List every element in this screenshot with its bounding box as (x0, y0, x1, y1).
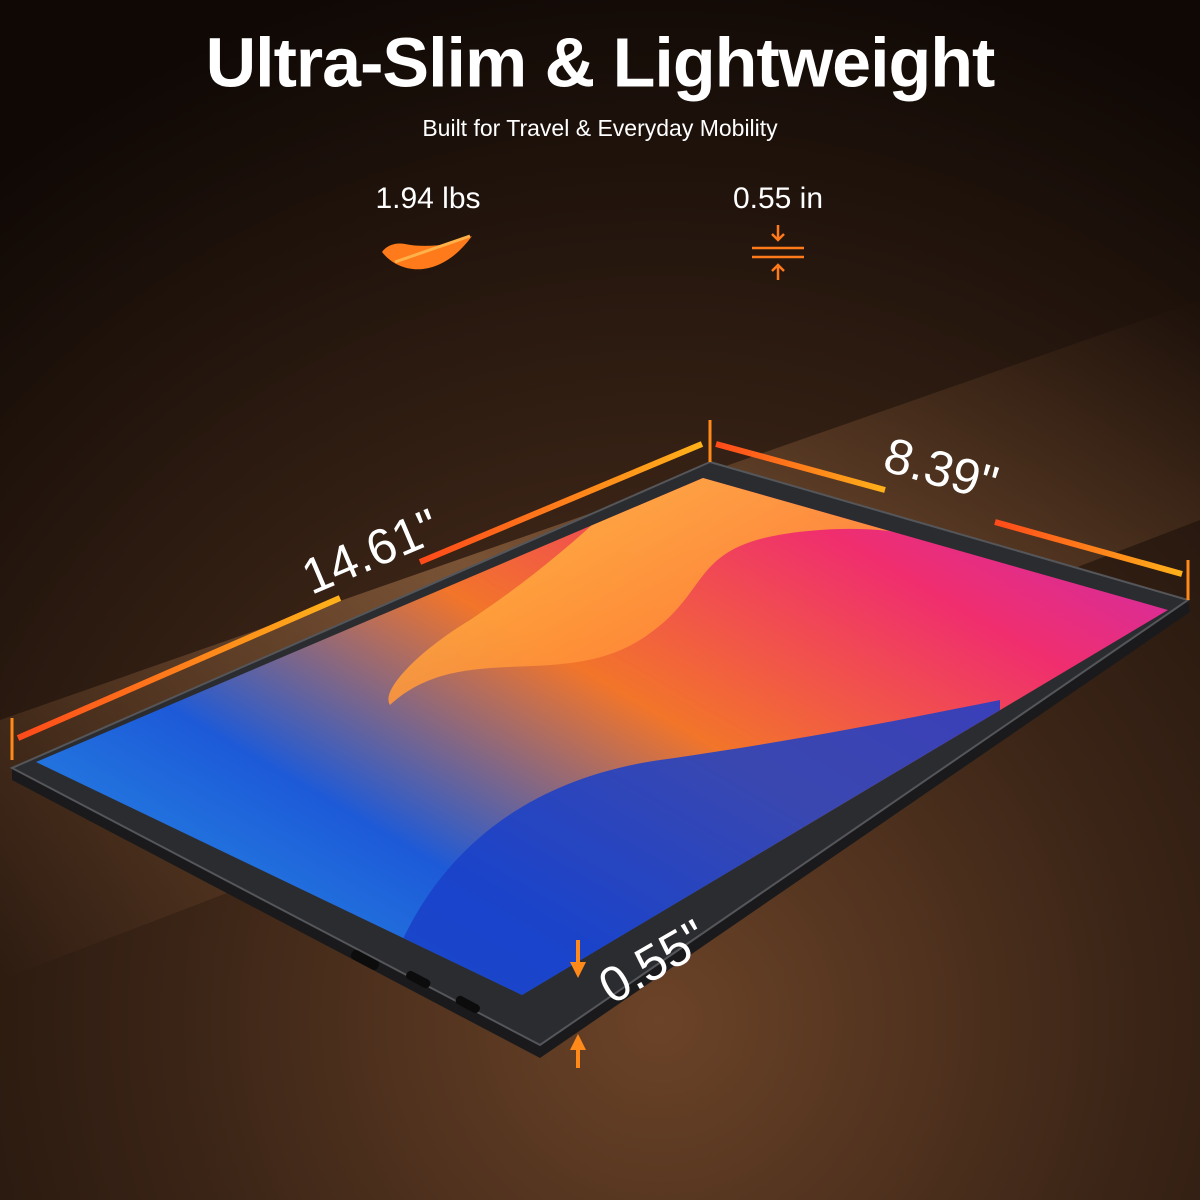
length-dimension (10, 420, 712, 760)
feather-icon (382, 234, 472, 270)
width-dimension (715, 441, 1190, 600)
thickness-dimension (570, 940, 586, 1068)
compress-icon (752, 225, 804, 280)
subtitle: Built for Travel & Everyday Mobility (422, 115, 778, 141)
monitor (9, 460, 1191, 1058)
thickness-spec: 0.55 in (733, 182, 823, 215)
title: Ultra-Slim & Lightweight (206, 23, 995, 101)
weight-spec: 1.94 lbs (375, 182, 480, 215)
